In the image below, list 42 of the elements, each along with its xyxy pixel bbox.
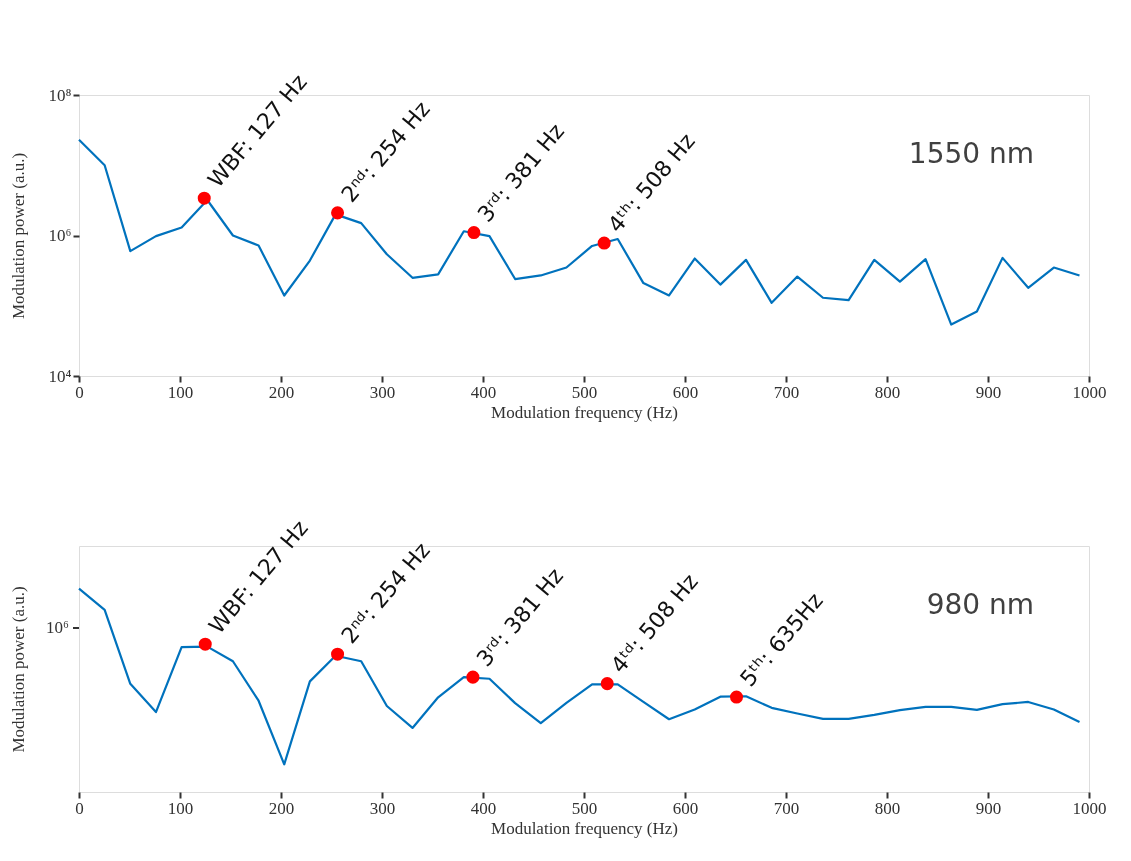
point: [197, 191, 211, 205]
y-axis-title: Modulation power (a.u.): [8, 586, 28, 753]
y-tick-label: 10⁶: [48, 226, 72, 245]
x-tick-label: 800: [874, 798, 901, 818]
annotation: 3ʳᵈ: 381 Hz: [471, 563, 569, 672]
x-tick-label: 600: [672, 798, 699, 818]
point: [466, 670, 480, 684]
x-axis-title: Modulation frequency (Hz): [491, 818, 678, 838]
x-tick-label: 1000: [1072, 798, 1107, 818]
x-tick-label: 700: [773, 798, 800, 818]
point: [467, 226, 481, 240]
point: [600, 677, 614, 691]
x-tick-label: 0: [75, 382, 84, 402]
y-tick-label: 10⁸: [48, 85, 72, 105]
point: [597, 236, 611, 250]
y-axis-title: Modulation power (a.u.): [8, 152, 28, 320]
y-tick-label: 10⁴: [48, 366, 72, 386]
x-tick-label: 900: [975, 382, 1002, 402]
point: [729, 690, 744, 704]
x-tick-label: 500: [571, 798, 598, 818]
x-tick-label: 500: [571, 382, 598, 402]
annotation: 980 nm: [926, 588, 1034, 621]
x-tick-label: 0: [75, 798, 84, 818]
x-tick-label: 200: [268, 798, 295, 818]
x-tick-label: 100: [167, 382, 194, 402]
annotation: 3ʳᵈ: 381 Hz: [472, 118, 570, 227]
point: [331, 206, 345, 220]
point: [198, 637, 212, 651]
x-axis-title: Modulation frequency (Hz): [491, 402, 678, 422]
x-tick-label: 300: [369, 798, 396, 818]
x-tick-label: 100: [167, 798, 194, 818]
x-tick-label: 900: [975, 798, 1002, 818]
annotation: 1550 nm: [908, 137, 1034, 170]
x-tick-label: 400: [470, 798, 497, 818]
x-tick-label: 800: [874, 382, 901, 402]
x-tick-label: 400: [470, 382, 497, 402]
x-tick-label: 200: [268, 382, 295, 402]
x-tick-label: 300: [369, 382, 396, 402]
x-tick-label: 1000: [1072, 382, 1107, 402]
x-tick-label: 600: [672, 382, 699, 402]
x-tick-label: 700: [773, 382, 800, 402]
point: [331, 647, 345, 661]
